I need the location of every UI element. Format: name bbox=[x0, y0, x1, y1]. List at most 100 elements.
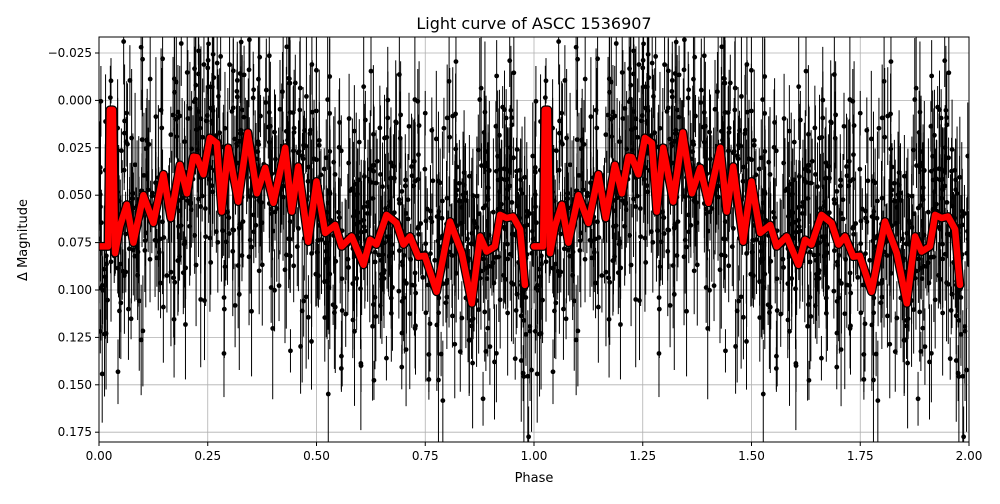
data-point bbox=[842, 311, 848, 317]
data-point bbox=[316, 138, 322, 143]
data-point bbox=[808, 314, 814, 319]
data-point bbox=[402, 183, 408, 189]
data-point bbox=[637, 298, 642, 303]
data-point bbox=[282, 267, 288, 273]
data-point bbox=[240, 219, 246, 224]
data-point bbox=[439, 215, 445, 221]
data-point bbox=[905, 360, 911, 366]
data-point bbox=[313, 67, 319, 73]
data-point bbox=[838, 211, 844, 216]
data-point bbox=[138, 337, 144, 343]
y-axis: −0.025 0.000 0.025 0.050 0.075 0.100 0.125 0.15… bbox=[48, 46, 99, 439]
data-point bbox=[346, 265, 352, 270]
data-point bbox=[771, 209, 776, 215]
data-point bbox=[669, 77, 675, 83]
data-point bbox=[565, 247, 571, 253]
data-point bbox=[733, 344, 738, 349]
data-point bbox=[399, 188, 405, 194]
data-point bbox=[715, 89, 720, 95]
data-point bbox=[831, 197, 837, 202]
data-point bbox=[892, 198, 898, 204]
x-tick-label: 1.00 bbox=[521, 449, 548, 463]
data-point bbox=[146, 141, 152, 147]
data-point bbox=[365, 203, 371, 209]
data-point bbox=[688, 222, 694, 228]
data-point bbox=[454, 164, 460, 170]
data-point bbox=[156, 249, 162, 255]
data-point bbox=[682, 37, 687, 43]
data-point bbox=[582, 256, 588, 262]
data-point bbox=[888, 59, 894, 64]
data-point bbox=[450, 113, 456, 119]
data-point bbox=[444, 115, 450, 121]
data-point bbox=[594, 125, 600, 131]
data-point bbox=[405, 216, 411, 222]
y-tick-label: 0.050 bbox=[58, 188, 92, 202]
data-point bbox=[919, 276, 925, 282]
data-point bbox=[433, 136, 439, 142]
data-point bbox=[874, 215, 880, 221]
data-point bbox=[581, 141, 587, 147]
data-point bbox=[103, 253, 109, 259]
data-point bbox=[231, 227, 237, 233]
data-point bbox=[961, 434, 967, 440]
data-point bbox=[726, 263, 732, 269]
data-point bbox=[246, 254, 252, 260]
data-point bbox=[518, 313, 524, 319]
data-point bbox=[456, 180, 462, 186]
data-point bbox=[865, 178, 871, 184]
data-point bbox=[385, 97, 391, 103]
data-point bbox=[705, 326, 711, 331]
data-point bbox=[809, 158, 815, 164]
data-point bbox=[632, 125, 638, 131]
data-point bbox=[412, 270, 418, 276]
data-point bbox=[305, 178, 311, 184]
data-point bbox=[181, 241, 187, 247]
data-point bbox=[172, 279, 178, 285]
data-point bbox=[946, 70, 952, 76]
data-point bbox=[322, 240, 328, 246]
data-point bbox=[235, 263, 241, 268]
data-point bbox=[722, 236, 728, 242]
data-point bbox=[249, 308, 254, 314]
data-point bbox=[807, 294, 813, 300]
data-point bbox=[873, 351, 879, 357]
y-tick-label: 0.150 bbox=[58, 378, 92, 392]
data-point bbox=[384, 355, 389, 361]
data-point bbox=[785, 281, 791, 287]
data-point bbox=[814, 276, 820, 282]
data-point bbox=[432, 257, 438, 263]
data-point bbox=[928, 350, 934, 356]
data-point bbox=[505, 186, 511, 192]
data-point bbox=[692, 199, 698, 205]
data-point bbox=[152, 237, 158, 243]
data-point bbox=[331, 159, 337, 165]
data-point bbox=[227, 62, 232, 68]
data-point bbox=[487, 344, 493, 350]
data-point bbox=[480, 396, 486, 402]
data-point bbox=[712, 106, 718, 112]
data-point bbox=[308, 127, 313, 133]
data-point bbox=[284, 44, 290, 50]
data-point bbox=[823, 295, 829, 301]
data-point bbox=[664, 108, 670, 114]
data-point bbox=[558, 269, 564, 275]
data-point bbox=[352, 328, 357, 334]
data-point bbox=[401, 278, 407, 284]
data-point bbox=[931, 254, 937, 260]
data-point bbox=[527, 324, 533, 329]
data-point bbox=[444, 195, 450, 201]
data-point bbox=[853, 221, 859, 226]
data-point bbox=[160, 56, 166, 62]
data-point bbox=[532, 328, 538, 334]
data-point bbox=[786, 128, 792, 134]
data-point bbox=[440, 398, 446, 404]
data-point bbox=[929, 73, 935, 79]
data-point bbox=[831, 72, 837, 77]
data-point bbox=[336, 215, 342, 221]
data-point bbox=[459, 315, 465, 321]
data-point bbox=[834, 188, 840, 194]
data-point bbox=[796, 174, 802, 179]
data-point bbox=[643, 260, 649, 265]
